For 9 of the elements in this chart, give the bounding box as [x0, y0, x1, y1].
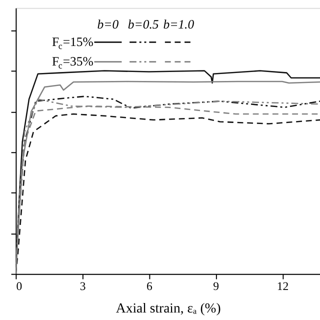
text: b=0.5 [128, 17, 159, 32]
x-tick-label: 0 [16, 280, 22, 294]
x-tick-label: 9 [213, 280, 220, 294]
x-tick-label: 3 [80, 280, 86, 294]
x-tick-label: 6 [146, 280, 153, 294]
text: b=0 [97, 17, 120, 32]
text: b=1.0 [163, 17, 195, 32]
x-tick-label: 12 [276, 280, 289, 294]
x-axis-title: Axial strain, εₐ (%) [116, 300, 221, 316]
